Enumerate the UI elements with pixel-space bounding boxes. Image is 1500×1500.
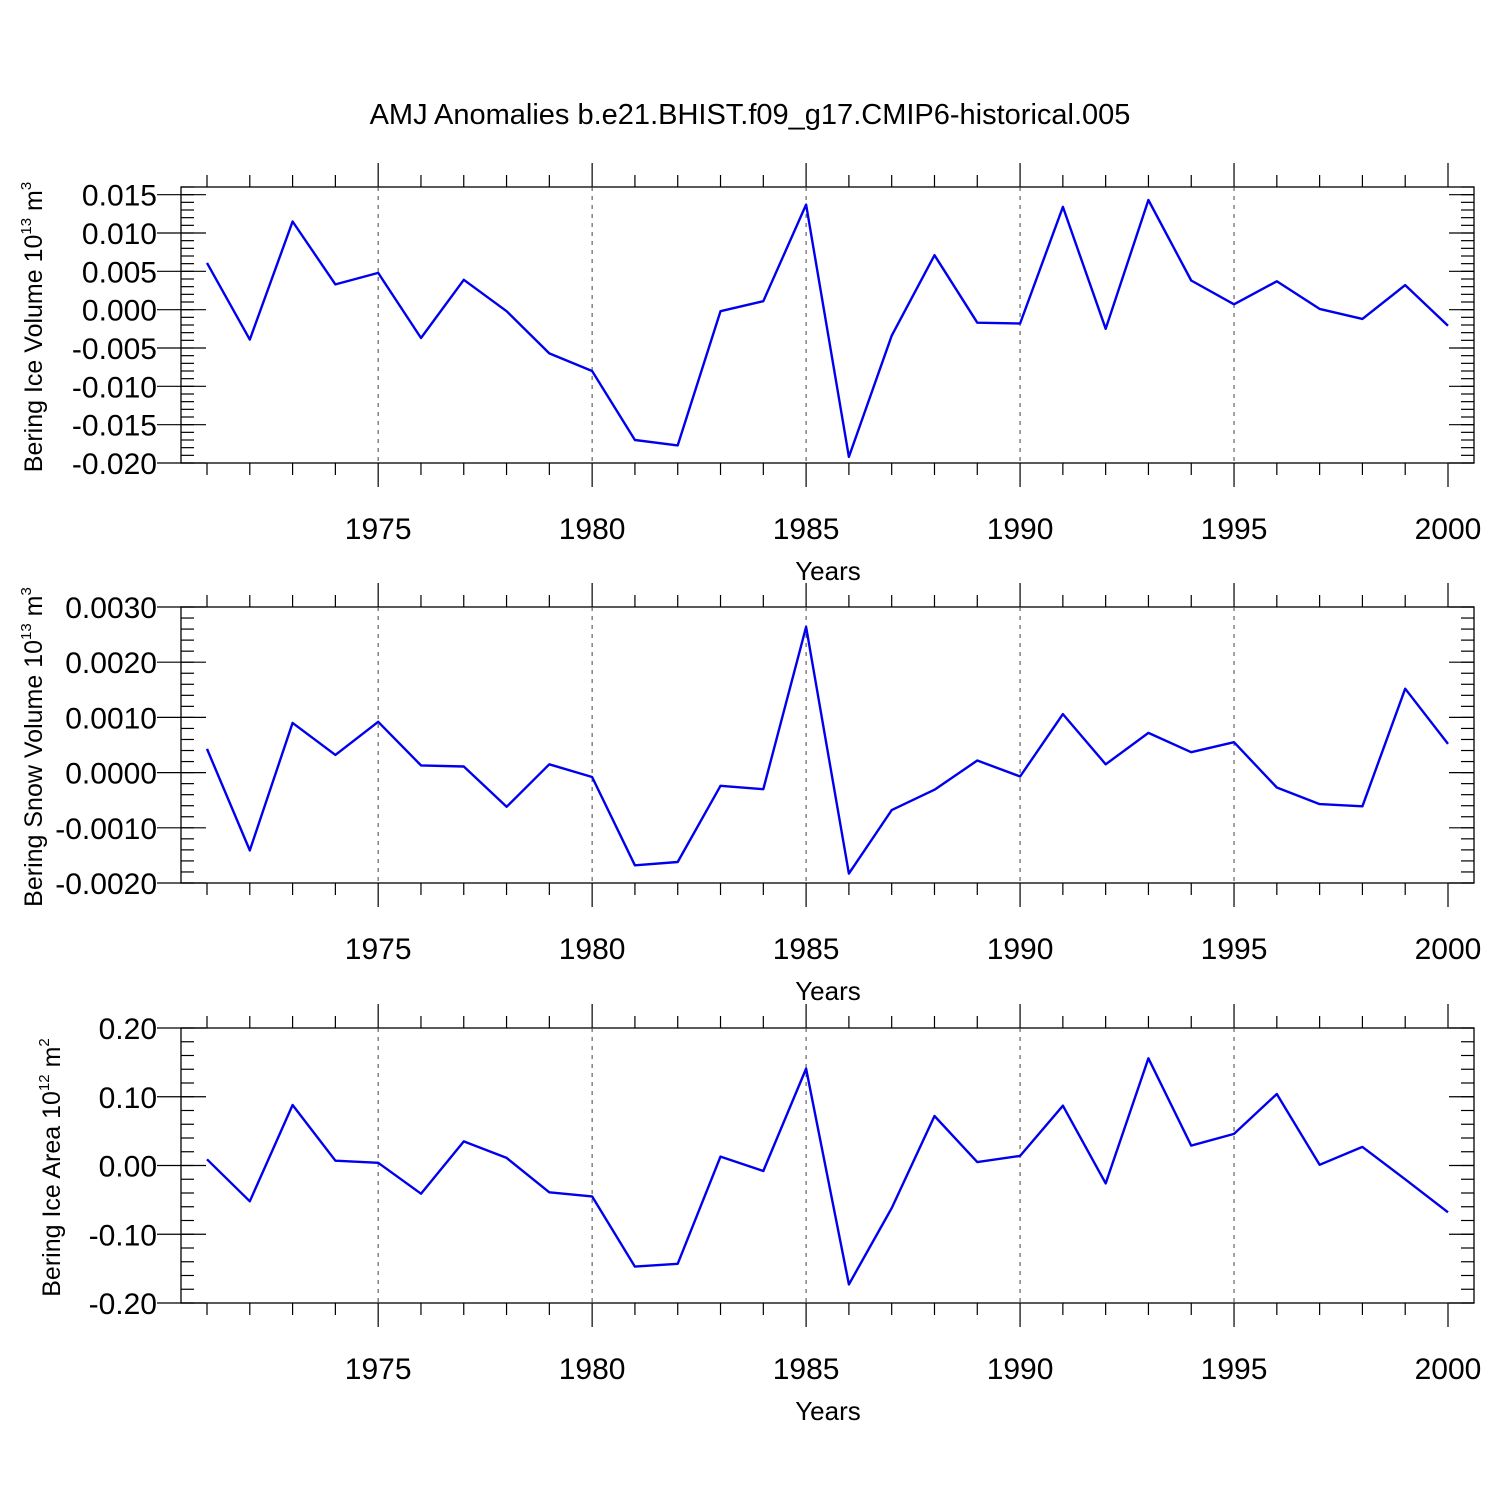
x-tick-label: 1980	[559, 933, 626, 966]
panels: 1975 1980 1985 1990 1995 2000 Years 0.015 0.010 0…	[18, 163, 1481, 1426]
y-tick-label: 0.005	[82, 256, 157, 289]
plot-frame	[180, 606, 1475, 884]
x-tick-label: 1995	[1201, 513, 1268, 546]
y-tick-label: -0.010	[72, 371, 157, 404]
x-axis-label: Years	[795, 976, 861, 1006]
chart-panel-2: 1975 1980 1985 1990 1995 2000 Years 0.0030 0.002…	[18, 583, 1481, 1006]
x-tick-label: 1990	[987, 513, 1054, 546]
y-tick-label: 0.015	[82, 180, 157, 213]
y-tick-label: 0.0030	[65, 592, 157, 625]
y-axis-label: Bering Snow Volume 1013 m3	[18, 587, 48, 907]
plot-frame	[180, 1027, 1475, 1304]
x-tick-label: 1985	[773, 933, 840, 966]
series-line	[206, 1057, 1449, 1286]
x-axis-label: Years	[795, 1396, 861, 1426]
series-line	[205, 198, 1449, 459]
x-tick-label: 1975	[345, 1353, 412, 1386]
x-tick-label: 2000	[1415, 1353, 1482, 1386]
x-tick-label: 1990	[987, 1353, 1054, 1386]
chart-panel-3: 1975 1980 1985 1990 1995 2000 Years 0.20 0.10 0.0…	[36, 1004, 1481, 1426]
x-tick-label: 2000	[1415, 513, 1482, 546]
y-tick-label: -0.020	[72, 448, 157, 481]
y-tick-label: -0.0010	[55, 813, 157, 846]
x-tick-label: 1990	[987, 933, 1054, 966]
x-tick-label: 1995	[1201, 1353, 1268, 1386]
x-tick-label: 1980	[559, 1353, 626, 1386]
y-tick-label: -0.0020	[55, 868, 157, 901]
y-tick-label: -0.005	[72, 333, 157, 366]
y-tick-label: -0.10	[89, 1219, 157, 1252]
x-tick-label: 1985	[773, 513, 840, 546]
x-tick-label: 1995	[1201, 933, 1268, 966]
y-tick-label: 0.0010	[65, 702, 157, 735]
x-tick-label: 1975	[345, 933, 412, 966]
y-tick-label: 0.10	[99, 1082, 157, 1115]
x-tick-label: 1985	[773, 1353, 840, 1386]
y-tick-label: 0.000	[82, 295, 157, 328]
x-tick-label: 1975	[345, 513, 412, 546]
y-axis-label: Bering Ice Area 1012 m2	[36, 1038, 66, 1297]
y-tick-label: 0.0000	[65, 758, 157, 791]
y-tick-label: -0.20	[89, 1288, 157, 1321]
y-tick-label: 0.010	[82, 218, 157, 251]
y-axis-label: Bering Ice Volume 1013 m3	[18, 182, 48, 472]
y-tick-label: 0.00	[99, 1151, 157, 1184]
x-tick-label: 2000	[1415, 933, 1482, 966]
x-axis-label: Years	[795, 556, 861, 586]
y-tick-label: 0.0020	[65, 647, 157, 680]
figure-title: AMJ Anomalies b.e21.BHIST.f09_g17.CMIP6-…	[370, 99, 1131, 131]
y-tick-label: 0.20	[99, 1013, 157, 1046]
y-tick-label: -0.015	[72, 410, 157, 443]
chart-panel-1: 1975 1980 1985 1990 1995 2000 Years 0.015 0.010 0…	[18, 163, 1481, 586]
series-line	[205, 625, 1449, 875]
x-tick-label: 1980	[559, 513, 626, 546]
